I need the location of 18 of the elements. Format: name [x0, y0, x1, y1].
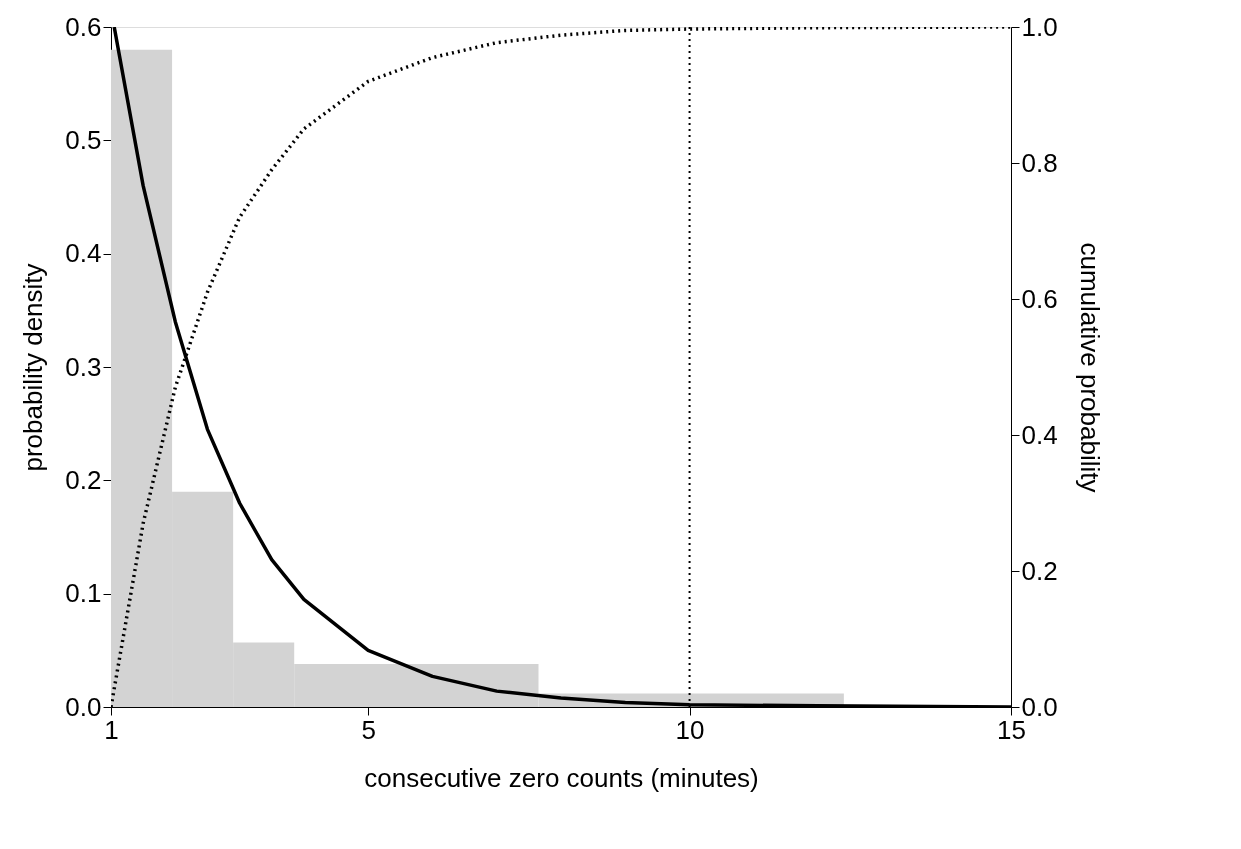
- x-axis-title: consecutive zero counts (minutes): [364, 762, 759, 793]
- y2-tick-label: 1.0: [1021, 11, 1058, 42]
- y-tick-label: 0.6: [65, 11, 102, 42]
- x-tick-label: 5: [361, 714, 376, 745]
- x-tick-label: 10: [675, 714, 705, 745]
- y2-tick-label: 0.8: [1021, 147, 1058, 178]
- y2-tick-label: 0.6: [1021, 283, 1058, 314]
- y-tick-label: 0.5: [65, 124, 102, 155]
- y2-tick-label: 0.4: [1021, 419, 1058, 450]
- y-axis-title: probability density: [18, 263, 49, 472]
- y-tick-label: 0.4: [65, 238, 102, 269]
- y2-tick-label: 0.2: [1021, 555, 1058, 586]
- y-tick-label: 0.2: [65, 464, 102, 495]
- y-tick-label: 0.0: [65, 691, 102, 722]
- x-tick-label: 1: [104, 714, 119, 745]
- y2-axis-title: cumulative probability: [1074, 242, 1105, 493]
- y-tick-label: 0.1: [65, 578, 102, 609]
- y-tick-label: 0.3: [65, 351, 102, 382]
